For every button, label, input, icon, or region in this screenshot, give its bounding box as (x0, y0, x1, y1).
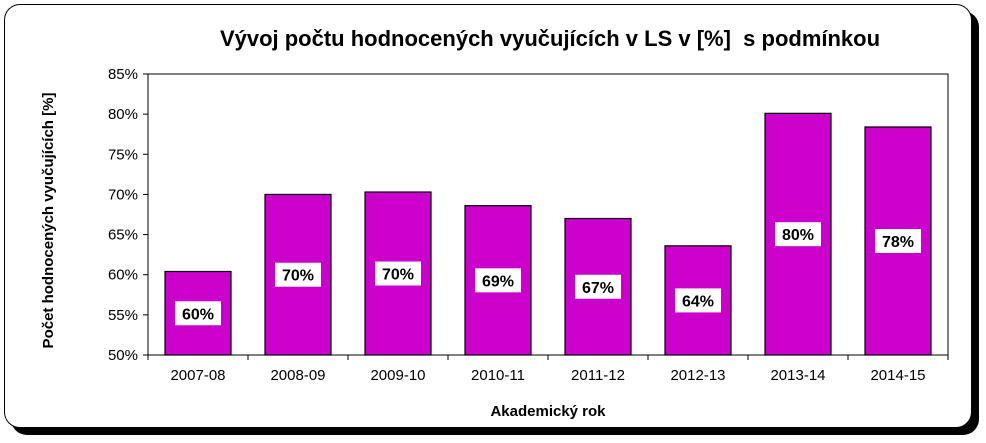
data-label-box (875, 228, 921, 253)
data-label: 78% (882, 234, 914, 251)
data-label: 70% (382, 267, 414, 284)
y-tick-label: 50% (108, 347, 138, 364)
data-label-box (475, 268, 521, 293)
data-label: 80% (782, 227, 814, 244)
y-tick-label: 80% (108, 106, 138, 123)
x-tick-label: 2008-09 (270, 367, 325, 384)
data-label: 69% (482, 273, 514, 290)
y-tick-label: 70% (108, 186, 138, 203)
y-tick-label: 65% (108, 227, 138, 244)
data-label: 64% (682, 293, 714, 310)
data-label-box (675, 288, 721, 313)
data-label-box (375, 261, 421, 286)
y-tick-label: 55% (108, 307, 138, 324)
x-tick-label: 2011-12 (571, 367, 625, 384)
data-label-box (275, 262, 321, 287)
data-label-box (175, 301, 221, 326)
x-tick-label: 2014-15 (870, 367, 925, 384)
data-label: 67% (582, 280, 614, 297)
data-label: 70% (282, 268, 314, 285)
data-label-box (775, 222, 821, 247)
x-tick-label: 2010-11 (471, 367, 525, 384)
x-tick-label: 2013-14 (770, 367, 825, 384)
chart-title: Vývoj počtu hodnocených vyučujících v LS… (219, 26, 881, 51)
y-tick-label: 85% (108, 66, 138, 83)
x-tick-label: 2012-13 (670, 367, 725, 384)
data-label: 60% (182, 306, 214, 323)
x-tick-label: 2007-08 (170, 367, 225, 384)
x-tick-label: 2009-10 (370, 367, 425, 384)
x-axis-title: Akademický rok (490, 403, 606, 420)
data-label-box (575, 274, 621, 299)
y-axis-title: Počet hodnocených vyučujících [%] (40, 93, 57, 349)
y-tick-label: 75% (108, 146, 138, 163)
y-tick-label: 60% (108, 267, 138, 284)
